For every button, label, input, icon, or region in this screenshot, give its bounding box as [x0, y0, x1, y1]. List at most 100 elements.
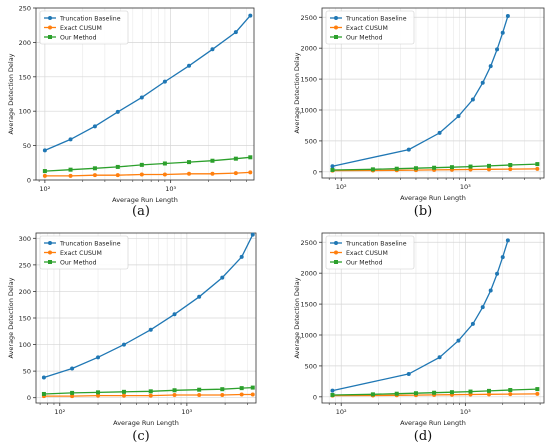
plot-frame — [321, 7, 545, 179]
series-line — [332, 163, 538, 171]
data-point — [121, 389, 126, 394]
y-tick-label: 0 — [313, 168, 317, 176]
legend-label: Exact CUSUM — [60, 25, 102, 32]
legend-label: Exact CUSUM — [346, 25, 388, 32]
y-tick-label: 0 — [27, 394, 31, 402]
legend-marker — [334, 250, 338, 255]
series-line — [44, 15, 251, 151]
series-exact-cusum — [41, 392, 255, 399]
data-point — [508, 163, 513, 168]
y-tick-label: 150 — [19, 73, 31, 81]
data-point — [488, 288, 493, 293]
legend-box — [39, 235, 129, 270]
data-point — [210, 171, 215, 176]
data-point — [197, 294, 202, 299]
data-point — [197, 387, 202, 392]
data-point — [148, 389, 153, 394]
data-point — [480, 305, 485, 310]
data-point — [41, 375, 46, 380]
data-point — [187, 63, 192, 68]
data-point — [148, 327, 153, 332]
data-point — [508, 392, 513, 397]
legend-label: Exact CUSUM — [346, 250, 388, 257]
legend-label: Exact CUSUM — [60, 250, 102, 257]
data-point — [115, 173, 120, 178]
data-point — [239, 392, 244, 397]
data-point — [486, 392, 491, 397]
data-point — [413, 166, 418, 171]
data-point — [248, 170, 253, 175]
data-point — [370, 392, 375, 397]
legend-marker — [48, 241, 52, 245]
data-point — [330, 392, 335, 397]
data-point — [535, 387, 540, 392]
data-point — [92, 173, 97, 178]
data-point — [139, 172, 144, 177]
series-line — [332, 168, 538, 172]
data-point — [488, 64, 493, 69]
x-tick-label: 10² — [39, 185, 50, 193]
y-tick-label: 1500 — [300, 76, 317, 84]
x-tick-label: 10² — [54, 408, 65, 416]
data-point — [68, 167, 73, 172]
x-tick-label: 10³ — [181, 408, 192, 416]
data-point — [96, 393, 101, 398]
y-tick-label: 200 — [19, 288, 31, 296]
data-point — [233, 171, 238, 176]
data-point — [92, 166, 97, 171]
y-tick-label: 0 — [27, 177, 31, 185]
legend-label: Truncation Baseline — [345, 15, 407, 22]
data-point — [535, 391, 540, 396]
data-point — [468, 164, 473, 169]
data-point — [220, 387, 225, 392]
plot-frame — [321, 232, 545, 404]
data-point — [233, 30, 238, 35]
data-point — [42, 148, 47, 153]
y-tick-label: 2000 — [300, 270, 317, 278]
series-line — [332, 240, 509, 392]
data-point — [500, 30, 505, 35]
x-axis-label: Average Run Length — [400, 419, 466, 427]
series-our-method — [41, 385, 255, 396]
y-tick-label: 1500 — [300, 301, 317, 309]
data-point — [220, 393, 225, 398]
y-tick-label: 300 — [19, 235, 31, 243]
data-point — [210, 158, 215, 163]
data-point — [115, 164, 120, 169]
data-point — [505, 238, 510, 243]
series-truncation-baseline — [41, 232, 255, 380]
x-tick-label: 10³ — [460, 408, 471, 416]
data-point — [486, 167, 491, 172]
data-point — [92, 124, 97, 129]
data-point — [42, 173, 47, 178]
data-point — [508, 167, 513, 172]
y-axis-label: Average Detection Delay — [293, 52, 301, 133]
data-point — [437, 355, 442, 360]
series-our-method — [330, 162, 540, 172]
data-point — [486, 163, 491, 168]
y-tick-label: 150 — [19, 315, 31, 323]
legend-marker — [48, 35, 52, 39]
data-point — [68, 137, 73, 142]
chart-panel-b: 0 500 1000 1500 2000 2500 10² 10³ Average Run Le… — [293, 7, 545, 219]
data-point — [239, 254, 244, 259]
data-point — [432, 165, 437, 170]
y-axis-label: Average Detection Delay — [7, 53, 15, 134]
x-axis-label: Average Run Length — [112, 196, 178, 204]
data-point — [370, 167, 375, 172]
data-point — [70, 366, 75, 371]
data-point — [468, 389, 473, 394]
series-line — [332, 388, 538, 396]
series-our-method — [42, 155, 253, 174]
series-truncation-baseline — [330, 238, 510, 393]
legend-label: Our Method — [60, 34, 97, 41]
series-line — [332, 15, 509, 167]
y-tick-label: 100 — [19, 108, 31, 116]
data-point — [41, 391, 46, 396]
data-point — [500, 255, 505, 260]
y-tick-label: 200 — [19, 39, 31, 47]
y-axis-label: Average Detection Delay — [7, 277, 15, 358]
data-point — [96, 355, 101, 360]
panel-caption: (d) — [414, 429, 432, 444]
